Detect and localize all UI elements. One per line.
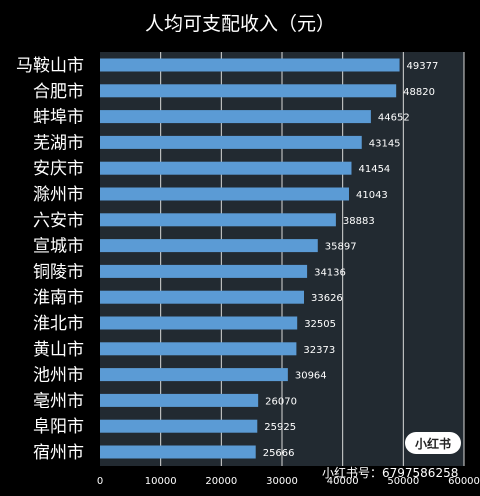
bar-value-label: 35897 bbox=[325, 242, 357, 253]
category-label: 池州市 bbox=[33, 366, 84, 386]
bar-value-label: 25925 bbox=[264, 422, 296, 433]
bar-value-label: 41454 bbox=[358, 164, 390, 175]
bar bbox=[100, 342, 297, 356]
x-tick-label: 20000 bbox=[205, 476, 237, 487]
bar bbox=[100, 393, 259, 407]
bars bbox=[100, 58, 400, 459]
category-label: 蚌埠市 bbox=[33, 108, 84, 128]
bar-value-label: 32373 bbox=[303, 345, 335, 356]
bar-value-label: 43145 bbox=[369, 138, 401, 149]
category-label: 黄山市 bbox=[33, 340, 84, 360]
bar bbox=[100, 84, 397, 98]
bar-value-label: 30964 bbox=[295, 371, 327, 382]
bar-value-label: 34136 bbox=[314, 267, 346, 278]
bar bbox=[100, 135, 362, 149]
bar-value-label: 26070 bbox=[265, 396, 297, 407]
bar-value-label: 32505 bbox=[304, 319, 336, 330]
x-tick-label: 30000 bbox=[266, 476, 298, 487]
category-label: 宣城市 bbox=[33, 237, 84, 257]
x-tick-label: 60000 bbox=[448, 476, 480, 487]
chart-title: 人均可支配收入（元） bbox=[145, 13, 335, 35]
category-label: 合肥市 bbox=[33, 82, 84, 102]
x-tick-label: 40000 bbox=[327, 476, 359, 487]
category-label: 安庆市 bbox=[33, 159, 84, 179]
x-tick-label: 10000 bbox=[145, 476, 177, 487]
bar bbox=[100, 161, 352, 175]
bar bbox=[100, 290, 304, 304]
watermark-badge: 小红书 bbox=[405, 432, 461, 454]
category-labels: 马鞍山市合肥市蚌埠市芜湖市安庆市滁州市六安市宣城市铜陵市淮南市淮北市黄山市池州市… bbox=[16, 56, 84, 463]
x-tick-labels: 0 10000 20000 30000 40000 50000 60000 bbox=[97, 476, 480, 487]
category-label: 滁州市 bbox=[33, 185, 84, 205]
bar-value-label: 48820 bbox=[403, 87, 435, 98]
bar bbox=[100, 264, 308, 278]
category-label: 马鞍山市 bbox=[16, 56, 84, 76]
bar bbox=[100, 239, 318, 253]
data-labels: 49377 48820 44652 43145 41454 41043 38883 35897… bbox=[263, 61, 439, 459]
category-label: 六安市 bbox=[33, 211, 84, 231]
bar bbox=[100, 110, 371, 124]
bar-value-label: 38883 bbox=[343, 216, 375, 227]
bar bbox=[100, 419, 258, 433]
category-label: 淮南市 bbox=[33, 288, 84, 308]
bar-value-label: 44652 bbox=[378, 113, 410, 124]
category-label: 阜阳市 bbox=[33, 417, 84, 437]
x-tick-label: 50000 bbox=[387, 476, 419, 487]
category-label: 亳州市 bbox=[33, 391, 84, 411]
category-label: 铜陵市 bbox=[33, 262, 84, 282]
bar bbox=[100, 368, 288, 382]
bar-value-label: 33626 bbox=[311, 293, 343, 304]
category-label: 淮北市 bbox=[33, 314, 84, 334]
bar-value-label: 25666 bbox=[263, 448, 295, 459]
bar-value-label: 49377 bbox=[407, 61, 439, 72]
bar bbox=[100, 58, 400, 72]
bar bbox=[100, 213, 336, 227]
bar-value-label: 41043 bbox=[356, 190, 388, 201]
bar bbox=[100, 187, 349, 201]
category-label: 宿州市 bbox=[33, 443, 84, 463]
bar bbox=[100, 445, 256, 459]
bar bbox=[100, 316, 298, 330]
x-tick-label: 0 bbox=[97, 476, 103, 487]
category-label: 芜湖市 bbox=[33, 133, 84, 153]
watermark-id-text: 小红书号：6797586258 bbox=[322, 466, 459, 480]
